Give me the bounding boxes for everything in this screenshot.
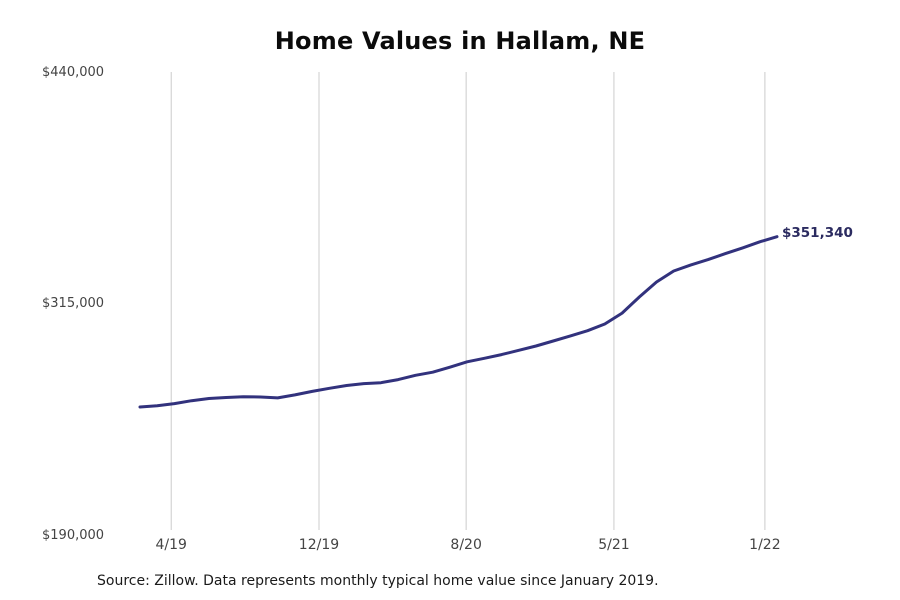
x-axis-tick-label: 5/21 (598, 537, 630, 553)
y-axis-tick-label: $440,000 (42, 64, 105, 80)
chart-title: Home Values in Hallam, NE (274, 27, 646, 55)
last-value-label: $351,340 (782, 224, 853, 241)
x-axis-tick-label: 1/22 (749, 537, 781, 553)
x-axis-tick-label: 4/19 (155, 537, 187, 553)
y-axis-tick-label: $315,000 (42, 296, 105, 311)
x-axis-tick-label: 12/19 (298, 537, 340, 553)
x-axis-tick-label: 8/20 (450, 537, 482, 553)
source-note: Source: Zillow. Data represents monthly … (97, 573, 659, 589)
y-axis-tick-label: $190,000 (42, 527, 105, 543)
home-value-line (138, 235, 779, 409)
